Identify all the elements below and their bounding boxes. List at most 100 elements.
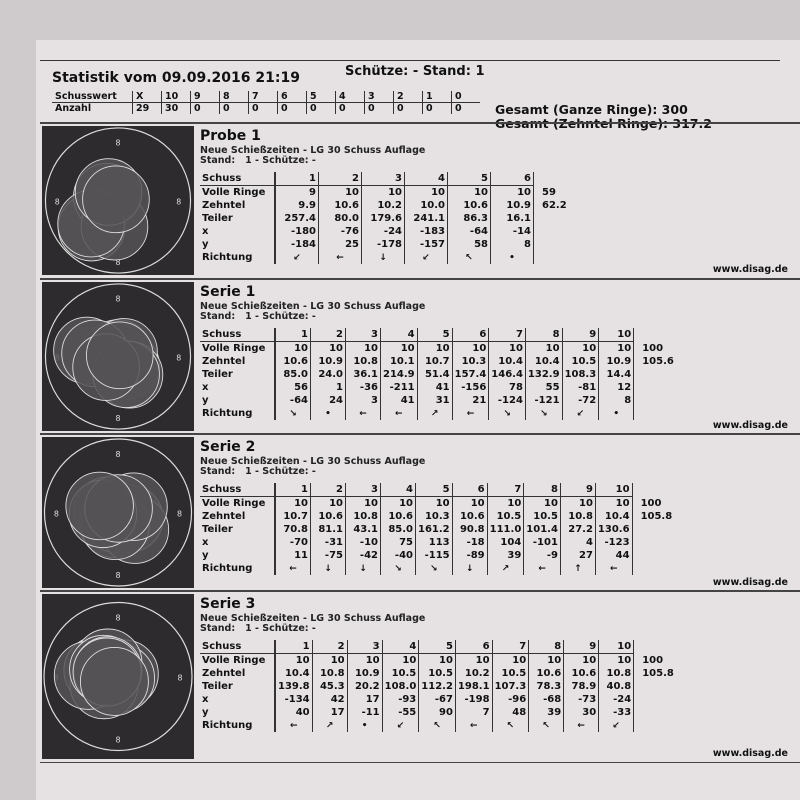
cell-volle: 10 (345, 496, 381, 510)
cell-shots: 5 (415, 483, 453, 497)
direction-arrow-icon: ↓ (361, 251, 405, 264)
row-label: Richtung (200, 251, 276, 264)
cell-x: -18 (452, 536, 488, 549)
row-total (632, 549, 674, 562)
cell-zehntel: 10.6 (563, 667, 600, 680)
cell-teiler: 45.3 (312, 680, 348, 693)
table-row: x 56 1 -36 -211 41 -156 78 55 -81 12 (200, 381, 676, 394)
direction-arrow-icon: ↓ (452, 562, 488, 575)
table-row: x -134 42 17 -93 -67 -198 -96 -68 -73 -24 (200, 693, 676, 706)
ring-8 (43, 601, 193, 752)
cell-volle: 10 (490, 185, 534, 199)
cell-y: 40 (275, 706, 313, 719)
cell-volle: 10 (488, 341, 526, 355)
row-total (634, 368, 676, 381)
cell-x: 56 (275, 381, 311, 394)
cell-x: -101 (523, 536, 561, 549)
cell-shots: 3 (347, 640, 383, 654)
shot-table: Schuss 1 2 3 4 5 6 7 8 9 10 Volle Ringe 10 10 10 10 10 10… (200, 640, 676, 732)
stand-info: Stand: 1 - Schütze: - (200, 466, 316, 477)
direction-arrow-icon: ↖ (447, 251, 491, 264)
shot-hole (82, 165, 150, 234)
shot-hole (85, 321, 154, 390)
cell-zehntel: 10.8 (560, 510, 596, 523)
target-svg: 8 8 8 8 (43, 438, 193, 587)
discipline: Neue Schießzeiten - LG 30 Schuss Auflage (200, 301, 426, 312)
ring-label: 8 (55, 197, 60, 206)
row-total (634, 394, 676, 407)
cell-shots: 5 (447, 172, 491, 186)
table-row: Schuss 1 2 3 4 5 6 (200, 172, 569, 186)
cell-x: 104 (487, 536, 525, 549)
direction-arrow-icon: ↓ (345, 562, 381, 575)
cell-teiler: 108.3 (562, 368, 600, 381)
cell-teiler: 51.4 (417, 368, 453, 381)
cell-x: 41 (417, 381, 453, 394)
cell-zehntel: 10.6 (380, 510, 416, 523)
footer-url: www.disag.de (712, 577, 788, 588)
cell-shots: 1 (275, 172, 319, 186)
cell-volle: 10 (562, 341, 600, 355)
cell-volle: 10 (417, 341, 453, 355)
cell-zehntel: 10.8 (345, 510, 381, 523)
summary-count: 0 (190, 102, 220, 114)
cell-zehntel: 10.8 (345, 355, 381, 368)
cell-zehntel: 10.9 (598, 355, 635, 368)
direction-arrow-icon: ← (380, 407, 418, 420)
cell-volle: 10 (415, 496, 453, 510)
cell-teiler: 43.1 (345, 523, 381, 536)
cell-x: 55 (525, 381, 563, 394)
cell-y: -9 (523, 549, 561, 562)
row-label: Zehntel (200, 510, 276, 523)
row-label: Volle Ringe (200, 496, 276, 510)
cell-y: 24 (310, 394, 346, 407)
row-total (534, 212, 569, 225)
target-svg: 8 8 8 8 (44, 127, 192, 274)
shot-table: Schuss 1 2 3 4 5 6 Volle Ringe 9 10 10 10 10 10 59 Zehn… (200, 172, 569, 264)
table-row: Zehntel 10.4 10.8 10.9 10.5 10.5 10.2 10.5 10.6 1… (200, 667, 676, 680)
cell-zehntel: 10.6 (447, 199, 491, 212)
cell-shots: 10 (598, 640, 635, 654)
cell-teiler: 132.9 (525, 368, 563, 381)
direction-arrow-icon: • (310, 407, 346, 420)
table-row: y 40 17 -11 -55 90 7 48 39 30 -33 (200, 706, 676, 719)
cell-y: -11 (347, 706, 383, 719)
cell-volle: 10 (452, 496, 488, 510)
row-total (634, 328, 676, 342)
cell-shots: 4 (380, 483, 416, 497)
row-label: Teiler (200, 680, 276, 693)
cell-shots: 2 (310, 483, 346, 497)
summary-count: 0 (451, 102, 480, 114)
summary-count: 0 (422, 102, 452, 114)
cell-volle: 10 (595, 496, 633, 510)
cell-teiler: 85.0 (380, 523, 416, 536)
cell-y: 3 (345, 394, 381, 407)
cell-volle: 10 (380, 341, 418, 355)
cell-y: 41 (380, 394, 418, 407)
cell-zehntel: 10.7 (417, 355, 453, 368)
section-probe-1: 8 8 8 8 Probe 1 Neue Schießzeiten - LG 30 Sch… (40, 122, 800, 279)
row-total (632, 536, 674, 549)
row-label: y (200, 549, 276, 562)
table-row: Richtung ← ↗ • ↙ ↖ ← ↖ ↖ ← ↙ (200, 719, 676, 732)
cell-zehntel: 10.8 (598, 667, 635, 680)
cell-shots: 9 (563, 640, 600, 654)
stand-info: Stand: 1 - Schütze: - (200, 623, 316, 634)
cell-y: 39 (487, 549, 525, 562)
cell-y: -33 (598, 706, 635, 719)
row-label: y (200, 706, 276, 719)
direction-arrow-icon: ← (563, 719, 600, 732)
table-row: x -70 -31 -10 75 113 -18 104 -101 4 -123 (200, 536, 674, 549)
cell-x: -24 (361, 225, 405, 238)
cell-x: -73 (563, 693, 600, 706)
cell-x: 42 (312, 693, 348, 706)
stand-info: Stand: 1 - Schütze: - (200, 155, 316, 166)
direction-arrow-icon: ↙ (382, 719, 420, 732)
cell-x: 12 (598, 381, 635, 394)
cell-volle: 10 (380, 496, 416, 510)
cell-volle: 10 (487, 496, 525, 510)
cell-x: -70 (275, 536, 311, 549)
section-title: Serie 3 (200, 596, 256, 612)
row-total (634, 640, 676, 654)
